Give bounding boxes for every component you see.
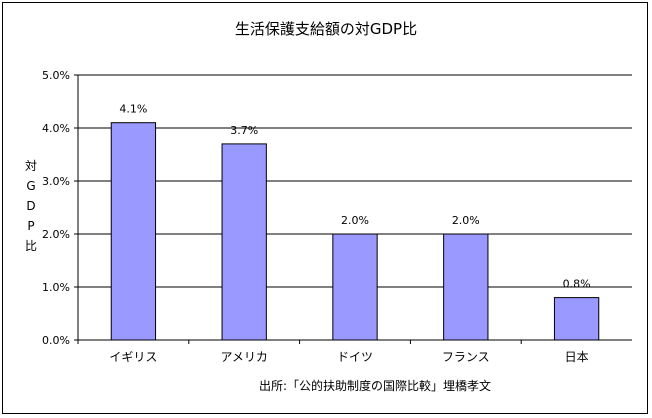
- y-axis-label-char: G: [26, 179, 35, 193]
- x-tick-label: 日本: [565, 350, 589, 364]
- bar: [553, 297, 600, 341]
- bar: [443, 233, 489, 341]
- x-tick-labels: イギリス アメリカ ドイツ フランス 日本: [109, 350, 588, 364]
- y-tick-label: 2.0%: [42, 228, 70, 241]
- data-labels: 4.1% 3.7% 2.0% 2.0% 0.8%: [119, 103, 590, 291]
- x-tick-label: ドイツ: [337, 350, 373, 364]
- y-axis-label-char: D: [26, 199, 35, 213]
- y-tick-label: 5.0%: [42, 69, 70, 82]
- y-tick-label: 3.0%: [42, 175, 70, 188]
- bar: [110, 122, 157, 341]
- bar: [221, 143, 267, 341]
- plot-area: [74, 74, 632, 344]
- y-axis-label-char: 対: [25, 159, 37, 173]
- data-label: 3.7%: [230, 124, 258, 137]
- y-tick-label: 0.0%: [42, 334, 70, 347]
- bar: [332, 233, 378, 341]
- y-axis-label: 対GDP比: [25, 159, 37, 253]
- data-label: 4.1%: [119, 103, 147, 116]
- x-tick-label: フランス: [442, 350, 490, 364]
- source-note: 出所:「公的扶助制度の国際比較」埋橋孝文: [259, 378, 491, 393]
- data-label: 0.8%: [563, 278, 591, 291]
- y-tick-labels: 0.0% 1.0% 2.0% 3.0% 4.0% 5.0%: [42, 69, 70, 347]
- x-tick-label: アメリカ: [220, 350, 267, 364]
- y-axis-label-char: 比: [25, 239, 37, 253]
- chart-title: 生活保護支給額の対GDP比: [235, 20, 417, 38]
- y-axis-label-char: P: [27, 219, 34, 233]
- y-tick-label: 4.0%: [42, 122, 70, 135]
- data-label: 2.0%: [341, 214, 369, 227]
- data-label: 2.0%: [452, 214, 480, 227]
- x-tick-label: イギリス: [109, 350, 157, 364]
- bars: [77, 122, 600, 344]
- y-tick-label: 1.0%: [42, 281, 70, 294]
